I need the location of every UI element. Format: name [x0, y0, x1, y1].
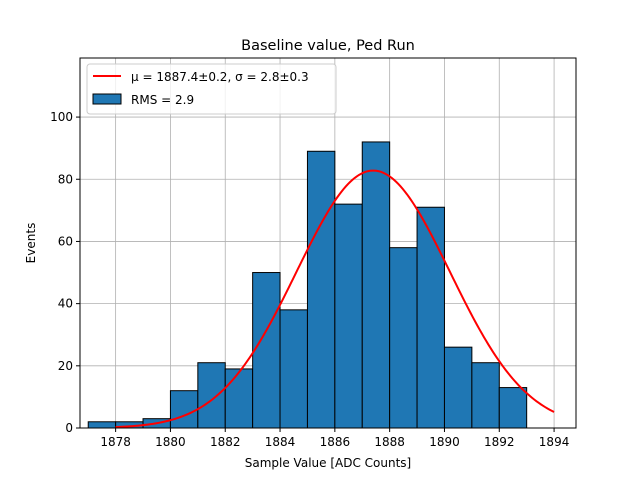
histogram-bar [306, 150, 336, 429]
histogram-bar [252, 272, 281, 429]
histogram-bar [361, 141, 391, 429]
y-tick-label: 100 [50, 110, 73, 124]
x-tick-label: 1890 [429, 435, 460, 449]
x-tick-label: 1878 [100, 435, 131, 449]
y-tick-label: 40 [58, 297, 73, 311]
legend-fit-label: μ = 1887.4±0.2, σ = 2.8±0.3 [131, 70, 309, 84]
plot-frame [79, 57, 577, 429]
histogram-bar [279, 309, 308, 429]
legend-hist-swatch [92, 93, 122, 105]
legend-hist-label: RMS = 2.9 [131, 93, 194, 107]
legend: μ = 1887.4±0.2, σ = 2.8±0.3 RMS = 2.9 [86, 63, 337, 115]
histogram-bar [197, 362, 226, 429]
y-tick-label: 20 [58, 359, 73, 373]
histogram-bar [471, 362, 500, 429]
fit-curve-group [115, 169, 555, 429]
x-axis-ticks: 1878 1880 1882 1884 1886 1888 1890 1892 1894 [100, 428, 569, 449]
y-tick-label: 0 [65, 421, 73, 435]
x-tick-label: 1884 [265, 435, 296, 449]
x-tick-label: 1892 [484, 435, 515, 449]
x-axis-label: Sample Value [ADC Counts] [245, 456, 411, 470]
y-tick-label: 80 [58, 172, 73, 186]
y-axis-label: Events [24, 223, 38, 264]
histogram-bar [169, 390, 199, 429]
y-tick-label: 60 [58, 234, 73, 248]
x-tick-label: 1888 [374, 435, 405, 449]
histogram-bar [416, 206, 445, 429]
histogram-bar [87, 421, 117, 429]
histogram-bar [443, 346, 473, 429]
fit-curve [115, 169, 555, 429]
histogram-bars [87, 141, 528, 429]
histogram-bar [334, 203, 363, 429]
y-axis-ticks: 0 20 40 60 80 100 [50, 110, 80, 435]
x-tick-label: 1886 [320, 435, 351, 449]
histogram-bar [389, 247, 418, 429]
x-tick-label: 1882 [210, 435, 241, 449]
x-tick-label: 1880 [155, 435, 186, 449]
histogram-bar [224, 368, 254, 429]
histogram-bar [498, 387, 528, 429]
legend-box [86, 63, 337, 115]
x-tick-label: 1894 [539, 435, 570, 449]
chart-title: Baseline value, Ped Run [241, 38, 415, 54]
